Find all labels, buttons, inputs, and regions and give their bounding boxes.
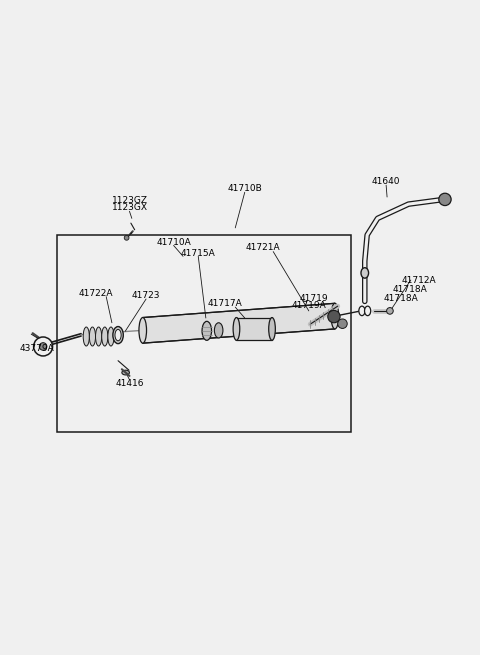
Ellipse shape <box>108 327 114 346</box>
Bar <box>57 235 351 432</box>
Text: 41712A: 41712A <box>402 276 437 284</box>
Ellipse shape <box>139 318 146 343</box>
Ellipse shape <box>331 303 339 329</box>
Ellipse shape <box>233 318 240 341</box>
Text: 41710B: 41710B <box>228 185 262 193</box>
Text: 41718A: 41718A <box>393 285 427 294</box>
Text: 41718A: 41718A <box>384 293 419 303</box>
Text: 43779A: 43779A <box>20 345 54 353</box>
Ellipse shape <box>115 329 121 341</box>
Ellipse shape <box>202 322 212 341</box>
Ellipse shape <box>83 327 89 346</box>
Ellipse shape <box>269 318 276 341</box>
Polygon shape <box>143 303 335 343</box>
Text: 41719: 41719 <box>299 293 328 303</box>
Circle shape <box>338 319 347 328</box>
Circle shape <box>386 308 393 314</box>
Ellipse shape <box>215 323 223 338</box>
Text: 41719A: 41719A <box>291 301 326 310</box>
Text: 1123GZ: 1123GZ <box>111 196 147 205</box>
Polygon shape <box>237 318 272 341</box>
Text: 41710A: 41710A <box>156 238 191 246</box>
Text: 1123GX: 1123GX <box>111 204 147 212</box>
Text: 41722A: 41722A <box>79 289 113 298</box>
Circle shape <box>34 337 53 356</box>
Text: 41640: 41640 <box>372 177 400 186</box>
Circle shape <box>39 343 47 350</box>
Ellipse shape <box>113 327 123 344</box>
Ellipse shape <box>364 306 371 316</box>
Text: 41717A: 41717A <box>207 299 242 309</box>
Circle shape <box>124 235 129 240</box>
Ellipse shape <box>359 306 365 316</box>
Text: 41723: 41723 <box>132 291 160 300</box>
Text: 41721A: 41721A <box>245 243 280 252</box>
Ellipse shape <box>89 327 96 346</box>
Ellipse shape <box>361 268 369 278</box>
Ellipse shape <box>102 327 108 346</box>
Ellipse shape <box>122 370 130 375</box>
Ellipse shape <box>96 327 102 346</box>
Circle shape <box>328 310 340 323</box>
Circle shape <box>439 193 451 206</box>
Text: 41715A: 41715A <box>181 248 216 257</box>
Text: 41416: 41416 <box>115 379 144 388</box>
